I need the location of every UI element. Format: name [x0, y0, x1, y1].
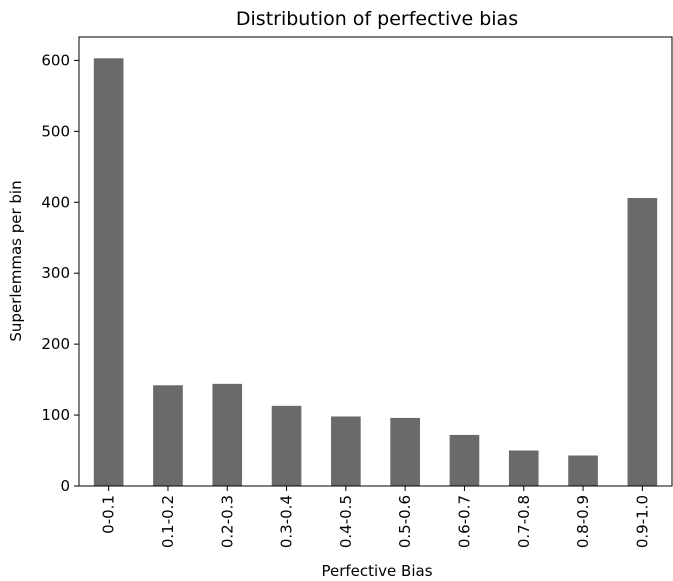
x-tick-label: 0.9-1.0 [633, 495, 651, 548]
y-axis-ticks: 0 100 200 300 400 500 600 [41, 51, 79, 495]
bar-0-0.1 [93, 58, 124, 486]
y-tick-label: 200 [41, 335, 70, 353]
bars-group [93, 58, 658, 486]
x-tick-label: 0.7-0.8 [515, 495, 533, 548]
bar-0.1-0.2 [153, 385, 183, 486]
y-tick-label: 500 [41, 122, 70, 140]
bar-0.3-0.4 [271, 405, 302, 486]
y-tick-label: 300 [41, 264, 70, 282]
plot-area-frame [78, 36, 673, 487]
x-axis-label: Perfective Bias [321, 562, 432, 580]
x-tick-label: 0.2-0.3 [218, 495, 236, 548]
y-tick-label: 100 [41, 406, 70, 424]
bar-0.2-0.3 [212, 383, 243, 486]
y-axis-label: Superlemmas per bin [7, 180, 25, 341]
bar-0.5-0.6 [390, 417, 420, 486]
x-tick-label: 0.8-0.9 [574, 495, 592, 548]
x-tick-label: 0.1-0.2 [159, 495, 177, 548]
x-axis-ticks: 0-0.1 0.1-0.2 0.2-0.3 0.3-0.4 0.4-0.5 0.5-0.6… [100, 486, 651, 548]
x-tick-label: 0.6-0.7 [455, 495, 473, 548]
bar-0.6-0.7 [449, 434, 480, 486]
x-tick-label: 0.3-0.4 [278, 495, 296, 548]
y-tick-label: 0 [60, 477, 70, 495]
y-tick-label: 600 [41, 51, 70, 69]
x-tick-label: 0-0.1 [100, 495, 118, 534]
bar-0.9-1.0 [627, 198, 658, 486]
bar-0.7-0.8 [508, 450, 539, 486]
bar-0.4-0.5 [331, 416, 361, 486]
x-tick-label: 0.5-0.6 [396, 495, 414, 548]
y-tick-label: 400 [41, 193, 70, 211]
bar-0.8-0.9 [568, 455, 598, 486]
x-tick-label: 0.4-0.5 [337, 495, 355, 548]
chart-title: Distribution of perfective bias [236, 8, 518, 30]
